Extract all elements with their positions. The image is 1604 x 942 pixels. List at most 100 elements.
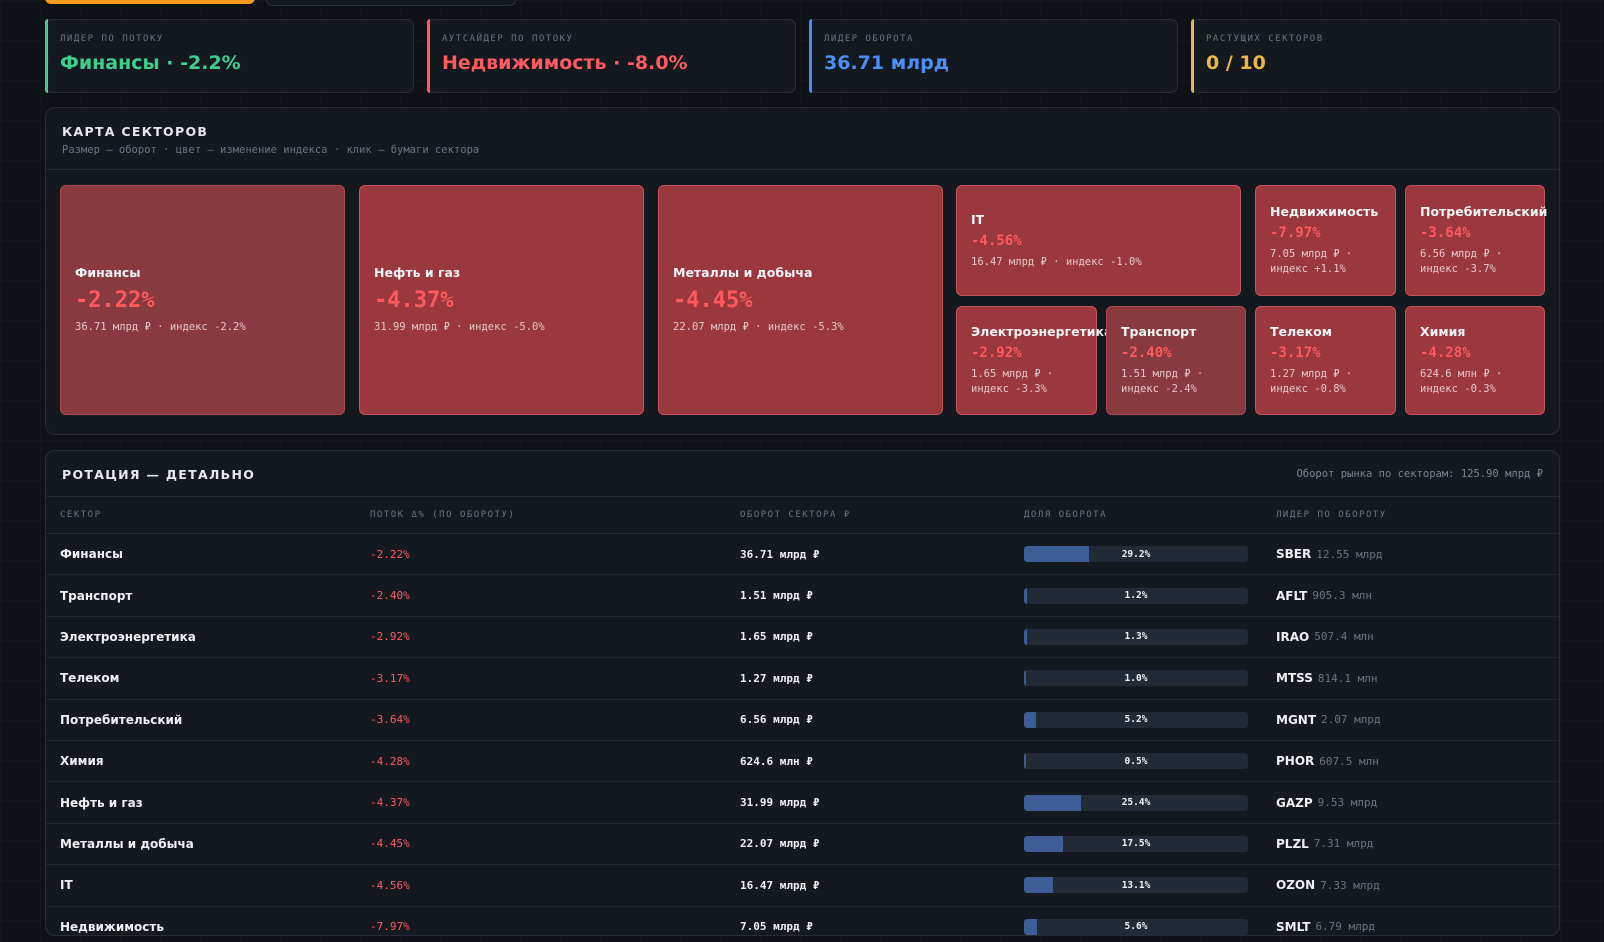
share-bar-fill: [1024, 546, 1090, 563]
row-leader[interactable]: SBER 12.55 млрд: [1276, 534, 1382, 574]
tile-name: Транспорт: [1121, 324, 1197, 339]
row-turnover: 22.07 млрд ₽: [740, 837, 820, 851]
market-total: Оборот рынка по секторам: 125.90 млрд ₽: [1296, 468, 1543, 480]
share-bar-fill: [1024, 794, 1081, 811]
share-bar-fill: [1024, 835, 1064, 852]
row-turnover: 31.99 млрд ₽: [740, 796, 820, 810]
row-share: 5.2%: [1024, 700, 1248, 740]
table-header-row: СЕКТОР ПОТОК Δ% (ПО ОБОРОТУ) ОБОРОТ СЕКТ…: [46, 497, 1559, 534]
table-row[interactable]: Транспорт -2.40% 1.51 млрд ₽ 1.2% AFLT 905.3 …: [46, 575, 1559, 617]
tile-change: -2.40%: [1121, 345, 1172, 361]
tile-name: Химия: [1420, 324, 1466, 339]
row-flow: -4.37%: [370, 796, 410, 810]
share-bar-label: 1.2%: [1124, 590, 1148, 602]
row-leader[interactable]: MTSS 814.1 млн: [1276, 658, 1377, 698]
rotation-table-panel: РОТАЦИЯ — ДЕТАЛЬНО Оборот рынка по секто…: [45, 450, 1560, 936]
row-flow: -3.64%: [370, 713, 410, 727]
row-leader[interactable]: MGNT 2.07 млрд: [1276, 700, 1381, 740]
share-bar-label: 29.2%: [1121, 548, 1151, 560]
row-sector: Нефть и газ: [60, 795, 143, 810]
table-row[interactable]: Электроэнергетика -2.92% 1.65 млрд ₽ 1.3% IR…: [46, 617, 1559, 659]
tile-change: -2.22%: [75, 288, 155, 313]
row-flow: -7.97%: [370, 920, 410, 934]
share-bar-track: 29.2%: [1024, 546, 1248, 563]
sector-tile-transport[interactable]: Транспорт -2.40% 1.51 млрд ₽ · индекс -2…: [1106, 306, 1246, 415]
share-bar-label: 5.6%: [1124, 921, 1148, 933]
sector-tile-power[interactable]: Электроэнергетика -2.92% 1.65 млрд ₽ · и…: [956, 306, 1112, 415]
table-row[interactable]: Металлы и добыча -4.45% 22.07 млрд ₽ 17.5% P…: [46, 824, 1559, 866]
table-row[interactable]: Химия -4.28% 624.6 млн ₽ 0.5% PHOR 607.5 млн: [46, 741, 1559, 783]
row-leader[interactable]: PHOR 607.5 млн: [1276, 741, 1379, 781]
row-leader[interactable]: OZON 7.33 млрд: [1276, 865, 1380, 905]
leader-turnover: 814.1 млн: [1317, 671, 1378, 685]
row-leader[interactable]: GAZP 9.53 млрд: [1276, 782, 1377, 822]
row-share: 25.4%: [1024, 782, 1248, 822]
row-sector: Электроэнергетика: [60, 629, 196, 644]
table-row[interactable]: Недвижимость -7.97% 7.05 млрд ₽ 5.6% SMLT 6.7…: [46, 907, 1559, 935]
sector-tile-chemicals[interactable]: Химия -4.28% 624.6 млн ₽ · индекс -0.3%: [1405, 306, 1545, 415]
share-bar-label: 17.5%: [1121, 838, 1151, 850]
kpi-growing-sectors: РАСТУЩИХ СЕКТОРОВ 0 / 10: [1191, 19, 1560, 93]
leader-ticker: MGNT: [1276, 712, 1317, 727]
sector-tile-oil-gas[interactable]: Нефть и газ -4.37% 31.99 млрд ₽ · индекс…: [359, 185, 644, 415]
sector-tile-telecom[interactable]: Телеком -3.17% 1.27 млрд ₽ · индекс -0.8…: [1255, 306, 1396, 415]
kpi-row: ЛИДЕР ПО ПОТОКУ Финансы · -2.2% АУТСАЙДЕ…: [45, 19, 1560, 93]
table-row[interactable]: Финансы -2.22% 36.71 млрд ₽ 29.2% SBER 12.55 …: [46, 534, 1559, 576]
row-sector: Недвижимость: [60, 919, 164, 934]
top-tab-active[interactable]: [45, 0, 255, 4]
top-tab[interactable]: [266, 0, 516, 6]
row-flow: -3.17%: [370, 671, 410, 685]
share-bar-track: 17.5%: [1024, 835, 1248, 852]
col-header-sector[interactable]: СЕКТОР: [60, 510, 102, 520]
sector-tile-finance[interactable]: Финансы -2.22% 36.71 млрд ₽ · индекс -2.…: [60, 185, 345, 415]
tile-meta: 36.71 млрд ₽ · индекс -2.2%: [75, 321, 246, 333]
sector-tile-metals[interactable]: Металлы и добыча -4.45% 22.07 млрд ₽ · и…: [658, 185, 943, 415]
sector-map-panel: КАРТА СЕКТОРОВ Размер — оборот · цвет — …: [45, 107, 1560, 435]
table-row[interactable]: Телеком -3.17% 1.27 млрд ₽ 1.0% MTSS 814.1 мл…: [46, 658, 1559, 700]
row-share: 0.5%: [1024, 741, 1248, 781]
tile-meta: 16.47 млрд ₽ · индекс -1.0%: [971, 255, 1142, 268]
sector-tile-it[interactable]: IT -4.56% 16.47 млрд ₽ · индекс -1.0%: [956, 185, 1241, 296]
leader-ticker: AFLT: [1276, 588, 1308, 603]
sector-map-header: КАРТА СЕКТОРОВ Размер — оборот · цвет — …: [46, 108, 1559, 170]
row-leader[interactable]: PLZL 7.31 млрд: [1276, 824, 1373, 864]
tile-meta: 6.56 млрд ₽ · индекс -3.7%: [1420, 248, 1503, 275]
row-sector: IT: [60, 878, 73, 893]
col-header-turnover[interactable]: ОБОРОТ СЕКТОРА ₽: [740, 510, 851, 520]
table-row[interactable]: Потребительский -3.64% 6.56 млрд ₽ 5.2% MGNT…: [46, 700, 1559, 741]
row-share: 1.2%: [1024, 575, 1248, 615]
leader-turnover: 6.79 млрд: [1315, 920, 1376, 934]
row-sector: Металлы и добыча: [60, 836, 194, 851]
tile-meta: 22.07 млрд ₽ · индекс -5.3%: [673, 321, 844, 333]
tile-meta: 1.65 млрд ₽ · индекс -3.3%: [971, 368, 1054, 395]
sector-map-subtitle: Размер — оборот · цвет — изменение индек…: [62, 144, 480, 156]
table-body: Финансы -2.22% 36.71 млрд ₽ 29.2% SBER 12.55 …: [46, 534, 1559, 935]
share-bar-fill: [1024, 628, 1027, 645]
tile-name: Нефть и газ: [374, 265, 461, 280]
share-bar-track: 1.0%: [1024, 670, 1248, 687]
tile-name: IT: [971, 211, 985, 227]
row-leader[interactable]: IRAO 507.4 млн: [1276, 617, 1374, 657]
table-row[interactable]: IT -4.56% 16.47 млрд ₽ 13.1% OZON 7.33 млрд: [46, 865, 1559, 907]
col-header-leader[interactable]: ЛИДЕР ПО ОБОРОТУ: [1276, 510, 1387, 520]
row-flow: -4.28%: [370, 754, 410, 768]
leader-ticker: SMLT: [1276, 919, 1311, 934]
leader-turnover: 7.33 млрд: [1320, 878, 1380, 892]
row-turnover: 36.71 млрд ₽: [740, 547, 820, 561]
table-row[interactable]: Нефть и газ -4.37% 31.99 млрд ₽ 25.4% GAZP 9.…: [46, 782, 1559, 824]
col-header-share[interactable]: ДОЛЯ ОБОРОТА: [1024, 510, 1108, 520]
row-turnover: 624.6 млн ₽: [740, 754, 813, 768]
row-turnover: 1.51 млрд ₽: [740, 589, 813, 603]
share-bar-label: 1.0%: [1124, 672, 1148, 684]
tile-meta: 7.05 млрд ₽ · индекс +1.1%: [1270, 248, 1353, 275]
tile-name: Финансы: [75, 265, 141, 280]
col-header-flow[interactable]: ПОТОК Δ% (ПО ОБОРОТУ): [370, 510, 516, 520]
sector-tile-consumer[interactable]: Потребительский -3.64% 6.56 млрд ₽ · инд…: [1405, 185, 1547, 296]
sector-tile-real-estate[interactable]: Недвижимость -7.97% 7.05 млрд ₽ · индекс…: [1255, 185, 1396, 296]
kpi-value: Недвижимость · -8.0%: [442, 52, 688, 74]
row-leader[interactable]: AFLT 905.3 млн: [1276, 575, 1372, 615]
tile-change: -4.28%: [1420, 345, 1471, 361]
share-bar-label: 0.5%: [1124, 755, 1148, 767]
row-leader[interactable]: SMLT 6.79 млрд: [1276, 907, 1376, 935]
share-bar-label: 5.2%: [1124, 714, 1148, 726]
